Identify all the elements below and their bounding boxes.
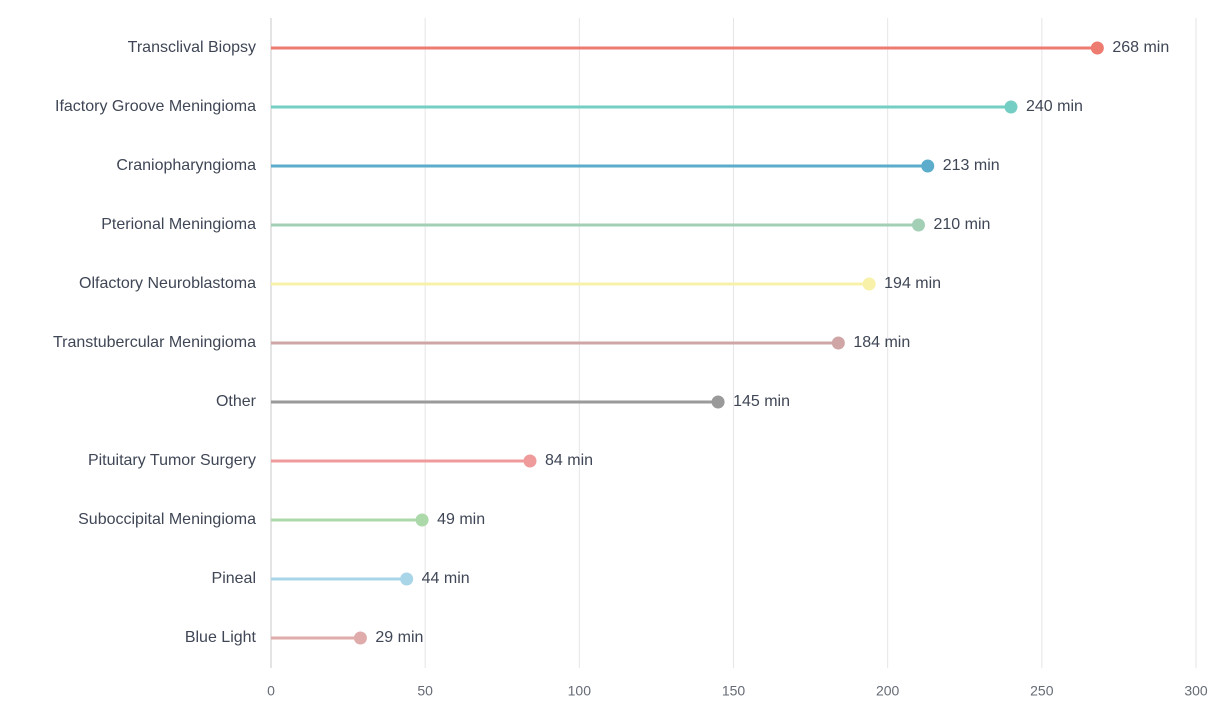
x-tick-label: 300	[1184, 683, 1208, 699]
lollipop-dot	[921, 159, 935, 173]
category-label: Blue Light	[185, 629, 257, 646]
x-tick-label: 150	[722, 683, 746, 699]
category-label: Pterional Meningioma	[101, 216, 256, 233]
value-label: 210 min	[934, 216, 991, 233]
value-label: 268 min	[1112, 39, 1169, 56]
lollipop-dot	[400, 572, 414, 586]
category-label: Transtubercular Meningioma	[53, 334, 256, 351]
category-label: Olfactory Neuroblastoma	[79, 275, 256, 292]
category-label: Ifactory Groove Meningioma	[55, 98, 256, 115]
value-label: 145 min	[733, 393, 790, 410]
category-label: Other	[216, 393, 257, 410]
lollipop-dot	[523, 454, 537, 468]
lollipop-dot	[862, 277, 876, 291]
x-tick-label: 200	[876, 683, 900, 699]
x-tick-label: 100	[568, 683, 592, 699]
lollipop-dot	[1004, 100, 1018, 114]
lollipop-dot	[415, 513, 429, 527]
category-label: Transclival Biopsy	[128, 39, 256, 56]
category-label: Pituitary Tumor Surgery	[88, 452, 256, 469]
lollipop-dot	[711, 395, 725, 409]
lollipop-dot	[831, 336, 845, 350]
category-label: Pineal	[212, 570, 256, 587]
value-label: 194 min	[884, 275, 941, 292]
lollipop-dot	[912, 218, 925, 232]
x-tick-label: 0	[267, 683, 275, 699]
value-label: 29 min	[375, 629, 423, 646]
value-label: 84 min	[545, 452, 593, 469]
x-tick-label: 250	[1030, 683, 1054, 699]
value-label: 240 min	[1026, 98, 1083, 115]
value-label: 49 min	[437, 511, 485, 528]
value-label: 184 min	[853, 334, 910, 351]
category-label: Suboccipital Meningioma	[78, 511, 256, 528]
value-label: 44 min	[422, 570, 470, 587]
lollipop-dot	[1090, 41, 1104, 55]
category-label: Craniopharyngioma	[116, 157, 256, 174]
lollipop-dot	[353, 631, 367, 645]
value-label: 213 min	[943, 157, 1000, 174]
x-tick-label: 50	[417, 683, 433, 699]
